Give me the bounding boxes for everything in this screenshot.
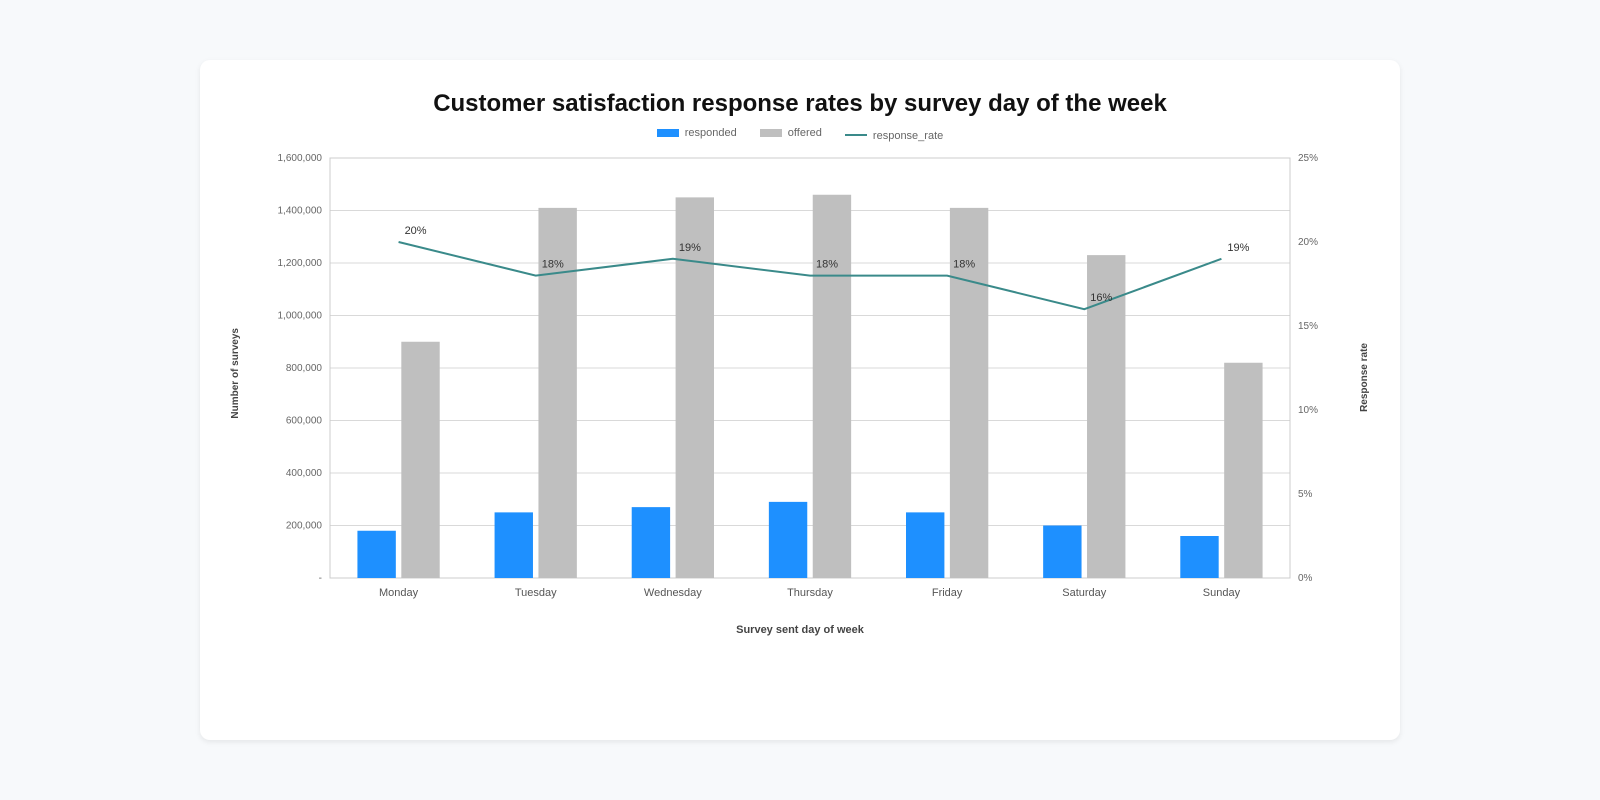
svg-text:25%: 25% xyxy=(1298,153,1318,164)
svg-text:Wednesday: Wednesday xyxy=(644,587,702,599)
bar-offered xyxy=(813,195,851,578)
legend-label-response-rate: response_rate xyxy=(873,130,943,142)
svg-text:Tuesday: Tuesday xyxy=(515,587,557,599)
svg-text:1,600,000: 1,600,000 xyxy=(278,153,323,164)
legend-label-responded: responded xyxy=(685,127,737,139)
svg-text:Friday: Friday xyxy=(932,587,963,599)
svg-text:400,000: 400,000 xyxy=(286,468,323,479)
bar-responded xyxy=(769,502,807,578)
legend-swatch-offered xyxy=(760,129,782,137)
bar-responded xyxy=(495,513,533,579)
bar-responded xyxy=(906,513,944,579)
legend-label-offered: offered xyxy=(788,127,822,139)
svg-text:1,000,000: 1,000,000 xyxy=(278,311,323,322)
rate-label: 19% xyxy=(1227,242,1249,254)
chart-svg: - 200,000 400,000 600,000 800,000 1,000,000 1,… xyxy=(250,148,1350,618)
legend-swatch-response-rate xyxy=(845,134,867,136)
rate-label: 18% xyxy=(816,259,838,271)
svg-text:1,200,000: 1,200,000 xyxy=(278,258,323,269)
legend-item-response-rate: response_rate xyxy=(845,130,943,142)
legend-item-responded: responded xyxy=(657,127,737,139)
rate-label: 18% xyxy=(953,259,975,271)
svg-text:-: - xyxy=(319,573,322,584)
chart-title: Customer satisfaction response rates by … xyxy=(200,60,1400,127)
svg-text:5%: 5% xyxy=(1298,489,1313,500)
svg-text:20%: 20% xyxy=(1298,237,1318,248)
bar-responded xyxy=(1180,536,1218,578)
svg-text:Sunday: Sunday xyxy=(1203,587,1241,599)
bar-responded xyxy=(357,531,395,578)
bar-offered xyxy=(1224,363,1262,578)
svg-text:200,000: 200,000 xyxy=(286,521,323,532)
legend-swatch-responded xyxy=(657,129,679,137)
svg-text:0%: 0% xyxy=(1298,573,1313,584)
svg-text:Thursday: Thursday xyxy=(787,587,833,599)
y-axis-left-label: Number of surveys xyxy=(230,328,241,419)
svg-text:1,400,000: 1,400,000 xyxy=(278,206,323,217)
plot-area: Number of surveys Response rate -200,000… xyxy=(250,148,1350,618)
rate-label: 16% xyxy=(1090,292,1112,304)
y-axis-right-label: Response rate xyxy=(1359,343,1370,412)
svg-text:10%: 10% xyxy=(1298,405,1318,416)
legend-item-offered: offered xyxy=(760,127,822,139)
svg-text:600,000: 600,000 xyxy=(286,416,323,427)
x-axis-label: Survey sent day of week xyxy=(200,618,1400,636)
chart-legend: responded offered response_rate xyxy=(200,127,1400,148)
chart-card: Customer satisfaction response rates by … xyxy=(200,60,1400,740)
svg-text:Saturday: Saturday xyxy=(1062,587,1107,599)
svg-text:15%: 15% xyxy=(1298,321,1318,332)
svg-text:Monday: Monday xyxy=(379,587,419,599)
rate-label: 18% xyxy=(542,259,564,271)
bar-offered xyxy=(401,342,439,578)
rate-label: 19% xyxy=(679,242,701,254)
bar-responded xyxy=(1043,526,1081,579)
bar-offered xyxy=(676,198,714,579)
rate-label: 20% xyxy=(405,225,427,237)
bar-responded xyxy=(632,507,670,578)
svg-text:800,000: 800,000 xyxy=(286,363,323,374)
